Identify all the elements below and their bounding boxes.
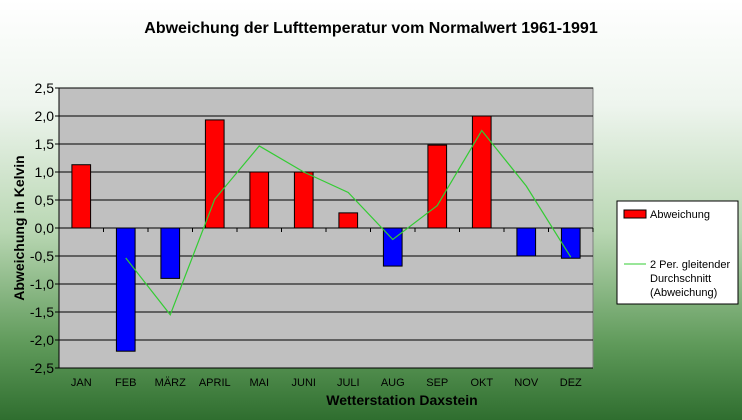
x-tick-label: NOV <box>514 377 539 389</box>
bar <box>293 171 314 229</box>
y-tick-label: -2,5 <box>30 360 54 376</box>
x-tick-label: FEB <box>115 377 136 389</box>
y-tick-label: 0,5 <box>35 192 55 208</box>
x-tick-label: AUG <box>381 377 405 389</box>
x-tick-label: SEP <box>426 377 448 389</box>
x-tick-label: JULI <box>337 377 360 389</box>
legend-label-abweichung: Abweichung <box>650 209 710 221</box>
x-tick-label: JAN <box>71 377 92 389</box>
x-axis-ticks: JAN FEB MÄRZ APRIL MAI JUNI JULI AUG SEP OKT NOV DE… <box>58 228 594 389</box>
bar <box>516 227 537 257</box>
x-tick-label: APRIL <box>199 377 231 389</box>
y-tick-label: -1,5 <box>30 304 54 320</box>
y-tick-label: 2,0 <box>35 108 55 124</box>
bar <box>204 119 225 229</box>
legend-label-average-2: Durchschnitt <box>650 273 711 285</box>
chart-title: Abweichung der Lufttemperatur vom Normal… <box>144 20 598 37</box>
bar <box>71 164 92 229</box>
x-axis-title: Wetterstation Daxstein <box>326 392 477 408</box>
bar <box>471 115 492 229</box>
legend-label-average-1: 2 Per. gleitender <box>650 259 730 271</box>
x-tick-label: DEZ <box>560 377 582 389</box>
y-tick-label: 1,5 <box>35 136 55 152</box>
bar <box>249 171 270 229</box>
y-axis-ticks: -2,5 -2,0 -1,5 -1,0 -0,5 0,0 0,5 1,0 1,5 2,0 2,5 <box>30 80 60 376</box>
legend-label-average-3: (Abweichung) <box>650 287 717 299</box>
x-tick-label: JUNI <box>292 377 316 389</box>
legend: Abweichung 2 Per. gleitender Durchschnit… <box>616 200 739 305</box>
bar <box>160 227 181 279</box>
bar-series <box>59 115 593 352</box>
y-tick-label: -0,5 <box>30 248 54 264</box>
legend-bar-swatch <box>623 209 647 219</box>
y-tick-label: 0,0 <box>35 220 55 236</box>
bar <box>382 227 403 267</box>
y-tick-label: 2,5 <box>35 80 55 96</box>
x-tick-label: MAI <box>249 377 269 389</box>
bar <box>427 144 448 229</box>
x-tick-label: MÄRZ <box>155 377 186 389</box>
y-tick-label: -2,0 <box>30 332 54 348</box>
x-tick-label: OKT <box>470 377 493 389</box>
y-tick-label: -1,0 <box>30 276 54 292</box>
bar <box>560 227 581 259</box>
moving-average-line <box>125 129 572 317</box>
bar <box>115 227 136 352</box>
y-axis-title: Abweichung in Kelvin <box>11 155 27 300</box>
bar <box>338 212 359 229</box>
y-tick-label: 1,0 <box>35 164 55 180</box>
